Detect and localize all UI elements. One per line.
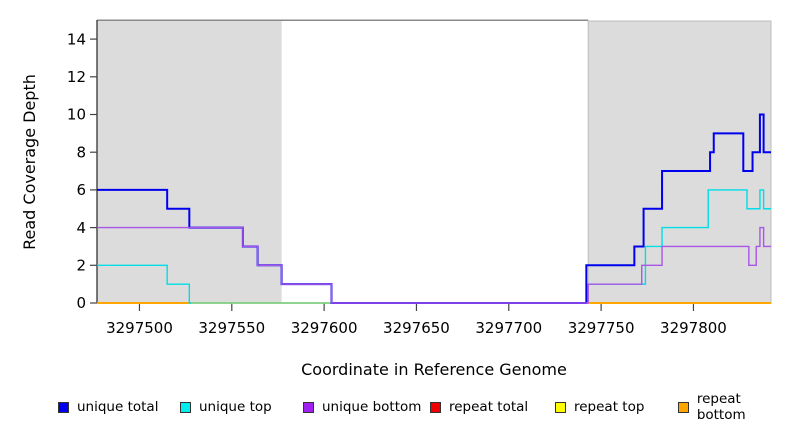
y-tick-label: 6	[76, 181, 86, 199]
legend-swatch-unique-bottom	[303, 401, 314, 413]
legend-swatch-unique-total	[58, 401, 69, 413]
y-tick-label: 8	[76, 143, 86, 161]
series-unique-top	[588, 189, 771, 285]
y-tick-label: 12	[67, 68, 86, 86]
legend-item-repeat-top: repeat top	[555, 399, 645, 415]
legend-label: unique total	[77, 399, 159, 415]
y-tick-label: 0	[76, 294, 86, 312]
legend-item-repeat-bottom: repeat bottom	[678, 391, 792, 423]
legend-label: unique top	[199, 399, 272, 415]
legend-item-unique-bottom: unique bottom	[303, 399, 422, 415]
legend-swatch-repeat-top	[555, 401, 566, 413]
x-tick-label: 3297550	[198, 319, 265, 337]
legend-swatch-repeat-bottom	[678, 401, 689, 413]
x-axis-title: Coordinate in Reference Genome	[301, 360, 567, 379]
legend-swatch-unique-top	[180, 401, 191, 413]
legend-item-unique-total: unique total	[58, 399, 159, 415]
x-tick-label: 3297750	[568, 319, 635, 337]
y-tick-label: 4	[76, 219, 86, 237]
repeat-region-shade-left	[97, 21, 282, 303]
repeat-region-shade-right	[587, 20, 772, 304]
legend-label: repeat bottom	[696, 391, 746, 423]
x-tick-label: 3297600	[291, 319, 358, 337]
legend-swatch-repeat-total	[430, 401, 441, 413]
series-unique-bottom	[97, 226, 771, 304]
legend-item-repeat-total: repeat total	[430, 399, 529, 415]
y-tick-label: 2	[76, 257, 86, 275]
x-tick-label: 3297800	[660, 319, 727, 337]
x-tick-label: 3297500	[106, 319, 173, 337]
y-tick-label: 10	[67, 106, 86, 124]
y-axis-title: Read Coverage Depth	[20, 74, 39, 250]
x-tick-label: 3297650	[383, 319, 450, 337]
legend-label: unique bottom	[322, 399, 422, 415]
series-unique-top	[97, 264, 192, 304]
legend-label: repeat total	[449, 399, 529, 415]
y-tick-label: 14	[67, 30, 86, 48]
legend-item-unique-top: unique top	[180, 399, 272, 415]
x-tick-label: 3297700	[475, 319, 542, 337]
legend-label: repeat top	[574, 399, 645, 415]
